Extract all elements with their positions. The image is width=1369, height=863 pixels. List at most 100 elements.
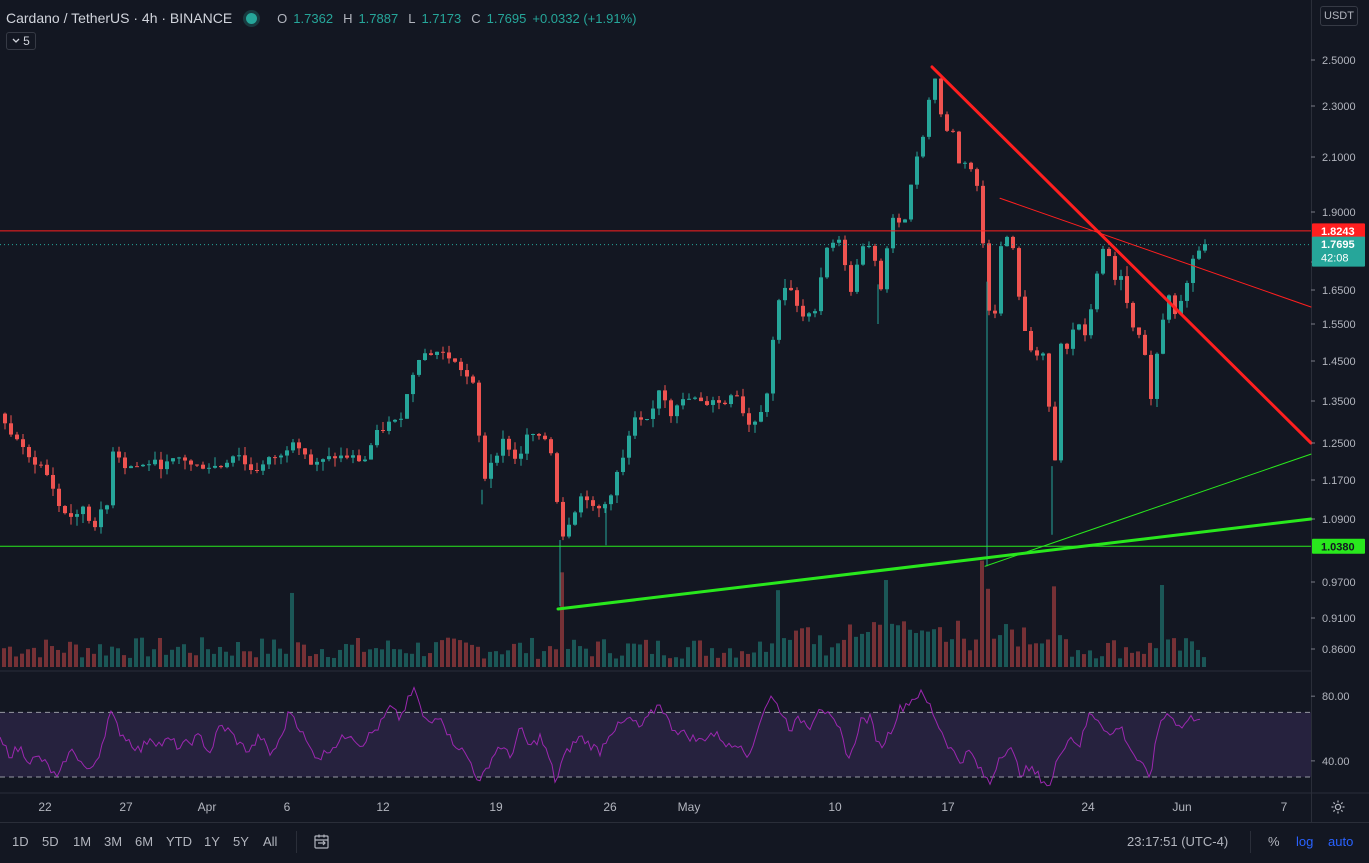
volume-bar: [20, 653, 24, 667]
volume-bar: [440, 640, 444, 667]
volume-bar: [8, 646, 12, 667]
range-5y-button[interactable]: 5Y: [233, 834, 249, 849]
time-tick-label: Jun: [1172, 800, 1191, 814]
range-5d-button[interactable]: 5D: [42, 834, 59, 849]
time-tick-label: 7: [1281, 800, 1288, 814]
resistance-level-label-bg: [1312, 223, 1365, 239]
range-3m-button[interactable]: 3M: [104, 834, 123, 849]
candle-body: [939, 78, 943, 115]
candle-body: [1179, 300, 1183, 315]
candle-body: [1059, 343, 1063, 461]
candle-body: [3, 413, 7, 424]
percent-scale-button[interactable]: %: [1268, 834, 1280, 849]
volume-bar: [920, 630, 924, 667]
volume-bar: [284, 653, 288, 667]
volume-bar: [152, 649, 156, 667]
range-ytd-button[interactable]: YTD: [166, 834, 192, 849]
volume-bar: [146, 656, 150, 667]
candle-body: [441, 351, 445, 353]
volume-bar: [1172, 638, 1176, 667]
volume-bar: [230, 655, 234, 667]
candle-body: [459, 361, 463, 371]
candle-body: [627, 435, 631, 458]
candle-body: [51, 474, 55, 489]
candle-body: [621, 457, 625, 472]
candle-body: [519, 453, 523, 459]
candle-body: [267, 457, 271, 465]
range-6m-button[interactable]: 6M: [135, 834, 154, 849]
chevron-down-icon: [12, 38, 20, 43]
volume-bar: [86, 648, 90, 667]
indicators-toggle-button[interactable]: 5: [6, 32, 36, 50]
candle-body: [609, 495, 613, 505]
volume-bar: [1088, 650, 1092, 667]
candle-body: [633, 417, 637, 436]
chart-background: [0, 0, 1369, 822]
range-1d-button[interactable]: 1D: [12, 834, 29, 849]
volume-bar: [560, 572, 564, 667]
volume-bar: [806, 627, 810, 667]
symbol-title[interactable]: Cardano / TetherUS · 4h · BINANCE: [6, 10, 233, 26]
candle-body: [759, 412, 763, 422]
candle-body: [573, 512, 577, 525]
volume-bar: [884, 580, 888, 667]
volume-bar: [548, 646, 552, 667]
volume-bar: [572, 639, 576, 667]
range-1m-button[interactable]: 1M: [73, 834, 92, 849]
volume-bar: [926, 631, 930, 667]
candle-body: [297, 442, 301, 449]
candle-body: [765, 393, 769, 413]
candle-body: [177, 457, 181, 459]
candle-body: [87, 506, 91, 521]
volume-bar: [998, 635, 1002, 667]
clock-readout[interactable]: 23:17:51 (UTC-4): [1127, 834, 1229, 849]
volume-bar: [344, 644, 348, 667]
gear-icon[interactable]: [1330, 799, 1346, 819]
volume-bar: [446, 637, 450, 667]
candle-body: [303, 448, 307, 455]
range-1y-button[interactable]: 1Y: [204, 834, 220, 849]
candle-body: [855, 264, 859, 292]
volume-bar: [554, 649, 558, 667]
candle-body: [837, 239, 841, 243]
auto-scale-button[interactable]: auto: [1328, 834, 1354, 849]
candle-body: [987, 243, 991, 311]
volume-bar: [482, 658, 486, 667]
price-tick-label: 1.2500: [1322, 438, 1356, 450]
candle-body: [591, 500, 595, 506]
volume-bar: [248, 651, 252, 667]
volume-bar: [260, 638, 264, 667]
volume-bar: [338, 649, 342, 667]
candle-body: [1107, 248, 1111, 257]
log-scale-button[interactable]: log: [1296, 834, 1314, 849]
candle-body: [39, 464, 43, 466]
candle-body: [507, 438, 511, 450]
candle-body: [831, 242, 835, 248]
date-range-icon[interactable]: [313, 833, 331, 856]
volume-bar: [860, 633, 864, 667]
price-tick-label: 1.9000: [1322, 207, 1356, 219]
volume-bar: [320, 649, 324, 667]
currency-button[interactable]: USDT: [1320, 6, 1358, 26]
red-downtrend-thin: [999, 197, 1312, 308]
volume-bar: [236, 641, 240, 667]
time-tick-label: 6: [284, 800, 291, 814]
volume-bar: [1010, 629, 1014, 667]
candle-body: [483, 435, 487, 479]
volume-bar: [206, 649, 210, 667]
volume-bar: [566, 648, 570, 667]
volume-bar: [944, 641, 948, 667]
range-all-button[interactable]: All: [263, 834, 278, 849]
candle-body: [603, 504, 607, 509]
candle-body: [255, 470, 259, 472]
candle-body: [945, 114, 949, 131]
volume-bar: [542, 651, 546, 667]
volume-bar: [1094, 658, 1098, 667]
volume-bar: [362, 651, 366, 667]
candle-body: [369, 445, 373, 460]
divider: [1250, 831, 1251, 853]
price-tick-label: 1.5500: [1322, 319, 1356, 331]
candle-body: [99, 509, 103, 528]
volume-bar: [1040, 643, 1044, 667]
